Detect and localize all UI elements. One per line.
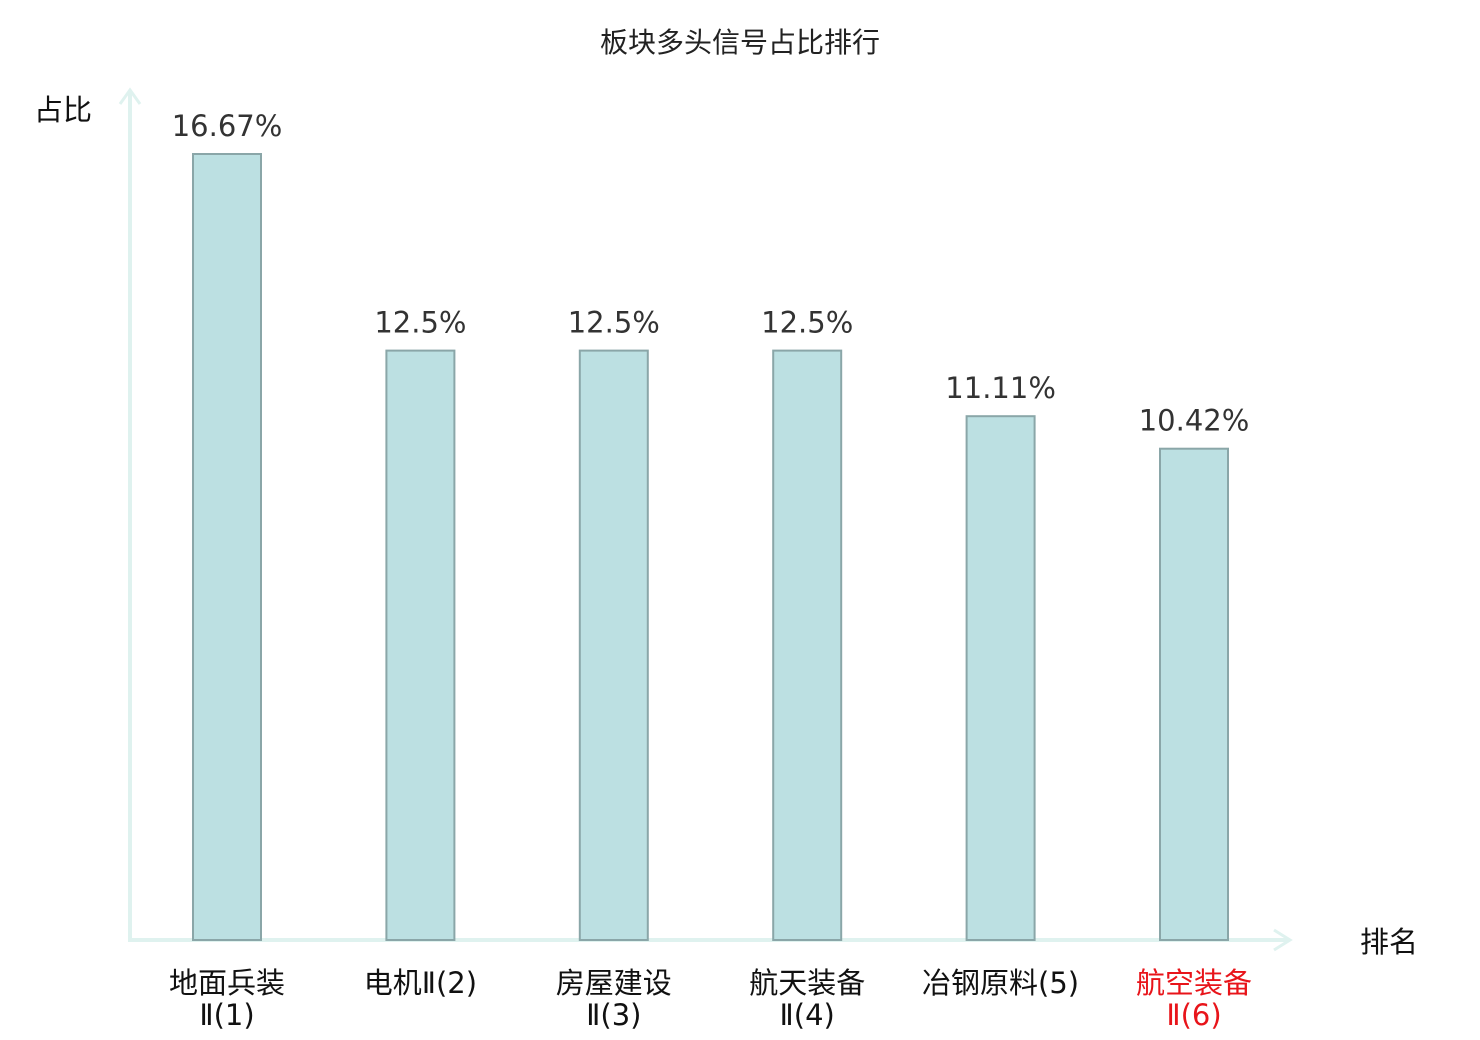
value-label-5: 11.11% [945,371,1056,405]
category-label-1: 地面兵装 [169,966,285,1000]
bar-1 [192,153,262,941]
bar-6 [1159,447,1229,941]
category-label-2: 电机Ⅱ(2) [364,966,477,1000]
bar-5 [965,415,1036,941]
chart-title: 板块多头信号占比排行 [600,26,880,59]
value-label-4: 12.5% [761,306,853,340]
value-label-2: 12.5% [374,306,466,340]
category-label-4: 航天装备 [749,966,865,1000]
category-label-5: 冶钢原料(5) [922,966,1079,1000]
value-label-3: 12.5% [568,306,660,340]
y-axis-label: 占比 [34,93,92,127]
value-label-1: 16.67% [172,109,283,143]
value-label-6: 10.42% [1139,404,1250,438]
bar-3 [578,349,649,942]
category-label-6: 航空装备 [1136,966,1252,1000]
category-sublabel-3: Ⅱ(3) [586,998,641,1032]
category-sublabel-6: Ⅱ(6) [1166,998,1221,1032]
x-axis-arrow [1273,928,1293,952]
x-axis-label: 排名 [1360,925,1418,959]
category-sublabel-1: Ⅱ(1) [199,998,254,1032]
category-sublabel-4: Ⅱ(4) [780,998,835,1032]
bar-2 [385,349,456,942]
category-label-3: 房屋建设 [556,966,672,1000]
bar-4 [772,349,843,942]
y-axis-arrow [118,87,142,105]
